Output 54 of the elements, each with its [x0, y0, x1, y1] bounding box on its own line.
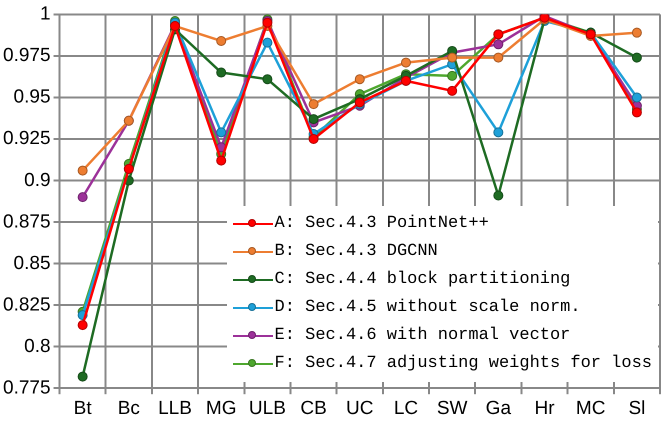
x-tick-label: Hr — [534, 398, 556, 419]
x-tick-label: MG — [206, 398, 237, 419]
point — [354, 74, 365, 84]
legend-label: A: Sec.4.3 PointNet++ — [274, 213, 489, 235]
point — [632, 92, 642, 102]
point — [78, 372, 88, 382]
point — [78, 166, 88, 176]
x-tick-label: CB — [300, 398, 327, 419]
y-tick-label: 0.775 — [3, 377, 51, 398]
point — [447, 86, 458, 96]
y-tick-label: 1 — [40, 4, 51, 25]
y-tick-label: 0.875 — [3, 211, 51, 232]
point — [400, 58, 411, 68]
point — [262, 38, 272, 48]
x-tick-label: LLB — [158, 398, 192, 419]
legend-label: B: Sec.4.3 DGCNN — [274, 241, 438, 263]
point — [632, 107, 642, 118]
point — [216, 156, 226, 166]
y-tick-label: 0.825 — [3, 294, 51, 316]
point — [632, 52, 642, 63]
point — [632, 28, 642, 38]
x-tick-label: LC — [394, 398, 418, 419]
point — [262, 74, 272, 84]
point — [308, 114, 319, 124]
point — [308, 99, 319, 110]
y-tick-label: 0.8 — [24, 336, 51, 357]
point — [447, 70, 458, 81]
point — [216, 68, 226, 78]
point — [78, 192, 88, 202]
point — [216, 127, 226, 138]
point — [493, 190, 504, 200]
legend-label: D: Sec.4.5 without scale norm. — [274, 297, 581, 319]
x-tick-label: Ga — [486, 398, 512, 419]
point — [493, 39, 504, 50]
point — [493, 52, 504, 63]
y-tick-label: 0.975 — [3, 45, 51, 66]
legend-label: E: Sec.4.6 with normal vector — [274, 325, 570, 347]
x-tick-label: Bc — [118, 398, 140, 419]
y-tick-label: 0.925 — [3, 128, 51, 150]
point — [447, 52, 458, 63]
x-tick-label: Sl — [628, 398, 646, 419]
y-tick-label: 0.95 — [14, 86, 51, 108]
x-tick-label: Bt — [74, 398, 92, 419]
x-tick-label: ULB — [248, 398, 286, 419]
legend-label: F: Sec.4.7 adjusting weights for loss — [274, 353, 652, 375]
x-tick-label: SW — [436, 398, 468, 419]
legend-label: C: Sec.4.4 block partitioning — [274, 269, 570, 291]
y-tick-label: 0.9 — [24, 170, 51, 191]
point — [78, 320, 88, 330]
point — [493, 127, 504, 138]
point — [216, 36, 226, 46]
y-tick-label: 0.85 — [14, 252, 51, 274]
x-tick-label: MC — [576, 398, 606, 419]
x-tick-label: UC — [346, 398, 374, 419]
